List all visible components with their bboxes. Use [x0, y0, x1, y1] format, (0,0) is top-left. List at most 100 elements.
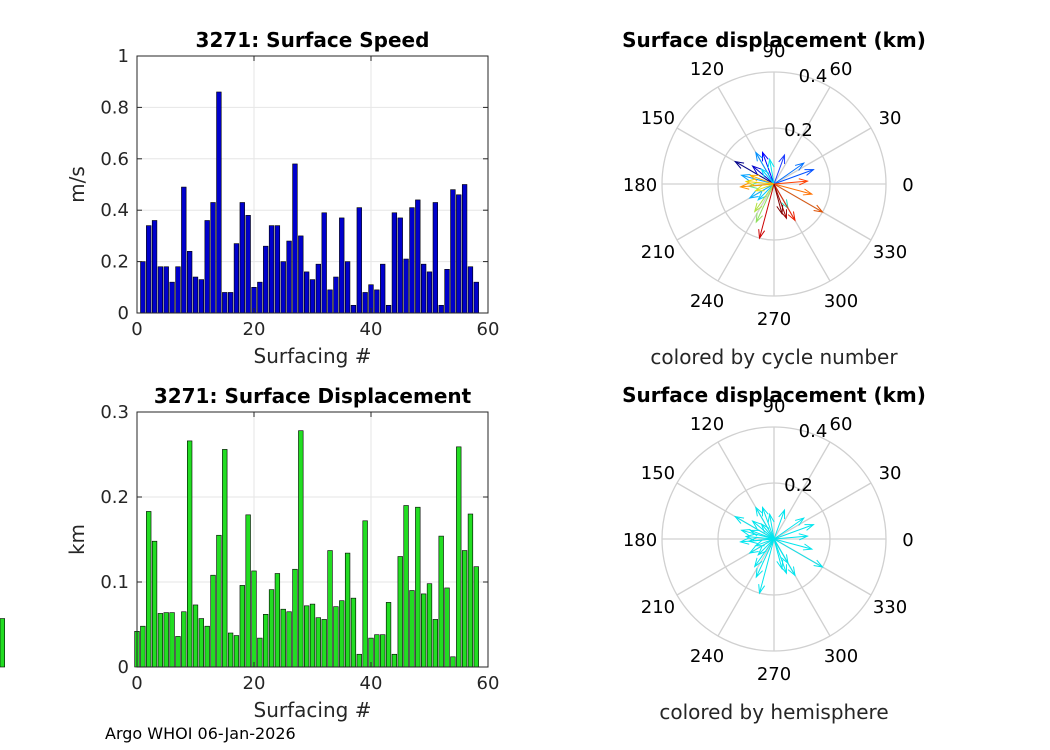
rose-cycle-arrow-head: [751, 165, 762, 175]
speed-bar: [263, 245, 269, 314]
rose-hemi-arrow-shaft: [773, 538, 812, 550]
disp-bar: [292, 568, 298, 668]
rose-cycle-arrow-head: [755, 151, 764, 162]
disp-bar: [151, 540, 158, 668]
disp-bar: [309, 603, 316, 668]
disp-bar: [239, 585, 245, 668]
disp-bar: [432, 619, 438, 668]
rose-cycle-arrow-shaft: [755, 152, 775, 185]
rose-hemi-arrow-head: [751, 520, 762, 530]
rose-cycle-arrow-shaft: [734, 161, 775, 185]
disp-bar: [286, 611, 292, 668]
speed-bar: [157, 266, 164, 314]
rose-cycle-angle-label: 330: [873, 242, 907, 263]
rose-hemi-angle-label: 210: [641, 597, 675, 618]
speed-bar: [175, 266, 181, 314]
disp-ytick-label: 0.2: [100, 487, 129, 508]
rose-hemi-arrow-head: [760, 522, 770, 533]
rose-cycle-grid-spoke: [773, 86, 831, 185]
disp-bar: [268, 589, 275, 668]
rose-cycle-arrow-head: [748, 190, 759, 199]
speed-bar: [233, 243, 240, 314]
disp-bar: [198, 618, 204, 668]
rose-hemi-arrow-shaft: [773, 509, 786, 540]
rose-hemi-arrow-head: [744, 533, 755, 541]
rose-cycle-angle-label: 300: [824, 291, 858, 312]
disp-xtick-label: 40: [360, 673, 383, 694]
rose-cycle-arrow-head: [760, 167, 770, 178]
rose-hemi-angle-label: 0: [902, 530, 913, 551]
speed-bar: [350, 304, 357, 314]
rose-hemi-arrow-shaft: [773, 517, 805, 540]
speed-bar: [169, 281, 175, 314]
speed-bar: [151, 220, 158, 314]
rose-hemi-arrow-head: [748, 529, 760, 537]
speed-bar: [421, 263, 427, 314]
rose-hemi-angle-label: 330: [873, 597, 907, 618]
rose-cycle-arrow-head: [758, 229, 766, 240]
disp-bar: [187, 440, 193, 668]
rose-hemi-arrow-shaft: [750, 529, 775, 540]
speed-bar: [146, 225, 152, 314]
disp-bar: [315, 617, 321, 668]
disp-bar: [421, 593, 427, 668]
rose-cycle-arrow-head: [754, 184, 765, 192]
speed-bar: [140, 261, 146, 314]
speed-bar: [304, 271, 310, 314]
rose-cycle-arrow-shaft: [773, 162, 805, 185]
disp-bar: [344, 552, 351, 668]
rose-hemi-title: Surface displacement (km): [622, 383, 926, 407]
rose-hemi-caption: colored by hemisphere: [659, 700, 888, 724]
speed-bar: [309, 279, 316, 314]
disp-xtick-label: 0: [131, 673, 142, 694]
disp-xtick-label: 60: [477, 673, 500, 694]
rose-hemi-angle-label: 180: [623, 530, 657, 551]
rose-hemi-arrow-head: [740, 529, 751, 536]
disp-bar: [257, 637, 263, 668]
disp-bar: [333, 606, 339, 668]
rose-cycle-angle-label: 120: [690, 59, 724, 80]
disp-title: 3271: Surface Displacement: [154, 384, 472, 408]
rose-hemi-arrow-head: [758, 584, 766, 595]
rose-cycle-arrow-shaft: [757, 183, 775, 201]
rose-cycle-arrow-shaft: [773, 183, 796, 221]
disp-bar: [192, 604, 199, 668]
disp-bar: [140, 625, 146, 668]
rose-cycle-arrow-shaft: [773, 183, 787, 219]
disp-bar: [146, 511, 152, 668]
rose-hemi-radial-label: 0.2: [784, 475, 813, 496]
disp-ytick-label: 0: [118, 657, 129, 678]
rose-hemi-arrow-head: [813, 559, 824, 568]
disp-bar: [169, 612, 175, 668]
disp-bar: [385, 602, 392, 668]
rose-cycle-angle-label: 270: [757, 309, 791, 330]
rose-cycle-angle-label: 60: [830, 59, 853, 80]
rose-hemi-arrow-shaft: [754, 538, 775, 567]
rose-hemi-angle-label: 60: [830, 414, 853, 435]
disp-xlabel: Surfacing #: [254, 698, 372, 722]
disp-bar: [426, 583, 433, 668]
speed-bar: [403, 258, 409, 314]
disp-bar: [210, 574, 216, 668]
rose-cycle-arrow-head: [813, 204, 824, 213]
rose-cycle-angle-label: 180: [623, 175, 657, 196]
rose-hemi-arrow-shaft: [761, 523, 775, 540]
speed-bar: [432, 202, 438, 314]
rose-hemi-arrow-shaft: [773, 538, 783, 569]
speed-bar: [391, 212, 398, 314]
disp-bar: [251, 570, 257, 668]
speed-bar: [239, 202, 245, 314]
speed-xtick-label: 40: [360, 319, 383, 340]
rose-cycle-arrow-shaft: [769, 159, 775, 185]
speed-bar: [356, 207, 362, 314]
speed-bar: [204, 220, 210, 314]
rose-hemi-arrow-head: [802, 543, 814, 551]
speed-bar: [473, 281, 479, 314]
disp-bar: [397, 556, 403, 668]
speed-bar: [198, 279, 204, 314]
rose-hemi-arrow-head: [754, 539, 765, 547]
footer-credit: Argo WHOI 06-Jan-2026: [105, 724, 296, 743]
rose-hemi-arrow-head: [776, 559, 784, 571]
disp-bar: [233, 635, 240, 668]
rose-cycle-arrow-head: [755, 213, 763, 224]
